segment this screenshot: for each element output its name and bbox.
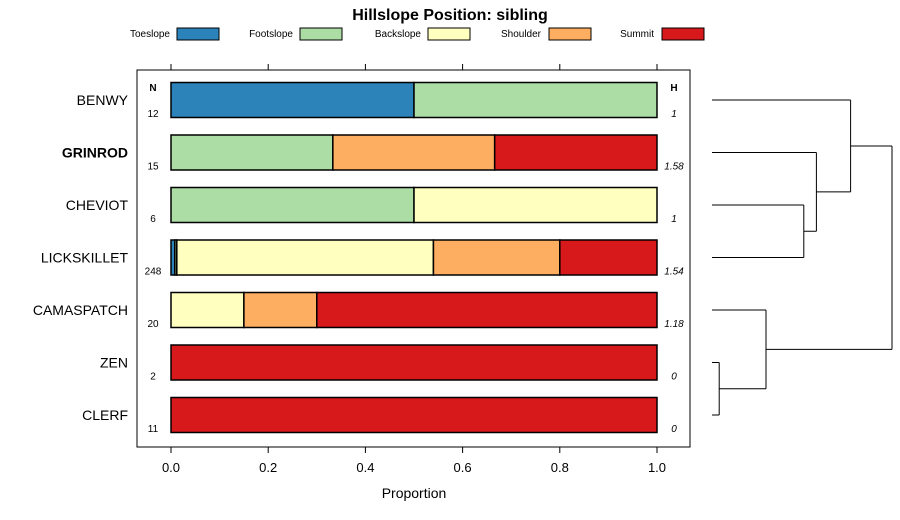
bars-group: BENWY 12 1 GRINROD 15 1.58 CHEVIOT 6 1 LICKSKILLE…: [33, 81, 684, 435]
h-value-benwy: 1: [671, 109, 677, 120]
bar-clerf-summit: [170, 396, 658, 434]
legend-swatch-summit: [661, 27, 705, 41]
bar-cheviot-backslope: [413, 186, 658, 224]
x-axis: 0.0 0.2 0.4 0.6 0.8 1.0: [162, 64, 666, 475]
category-label-grinrod: GRINROD: [62, 145, 128, 161]
x-tick-label-1: 0.2: [259, 460, 277, 475]
x-tick-label-3: 0.6: [454, 460, 472, 475]
category-label-zen: ZEN: [100, 355, 128, 371]
category-label-camaspatch: CAMASPATCH: [33, 302, 128, 318]
h-value-cheviot: 1: [671, 214, 677, 225]
bar-cheviot-footslope: [170, 186, 415, 224]
h-value-lickskillet: 1.54: [664, 267, 684, 278]
bar-zen-summit: [170, 344, 658, 381]
h-value-zen: 0: [671, 372, 677, 383]
n-value-benwy: 12: [147, 109, 159, 120]
category-label-benwy: BENWY: [77, 92, 129, 108]
n-value-camaspatch: 20: [147, 319, 159, 330]
legend-label-summit: Summit: [620, 29, 654, 40]
x-tick-label-0: 0.0: [162, 460, 180, 475]
plot-panel: [136, 69, 691, 448]
bar-lickskillet-backslope: [176, 239, 435, 276]
bar-grinrod-summit: [493, 134, 658, 171]
h-value-camaspatch: 1.18: [664, 319, 684, 330]
chart-title: Hillslope Position: sibling: [352, 7, 548, 24]
legend-swatch-backslope: [427, 27, 471, 41]
legend-label-backslope: Backslope: [375, 29, 422, 40]
legend-swatch-footslope: [299, 27, 343, 41]
n-value-lickskillet: 248: [145, 267, 162, 278]
legend-swatch-toeslope: [176, 27, 220, 41]
category-label-clerf: CLERF: [82, 407, 128, 423]
dendrogram: [712, 99, 893, 416]
bar-benwy-toeslope: [170, 81, 415, 119]
n-column-header: N: [149, 83, 156, 94]
n-value-cheviot: 6: [150, 214, 156, 225]
x-tick-label-4: 0.8: [551, 460, 569, 475]
legend-swatch-shoulder: [548, 27, 592, 41]
bar-lickskillet-summit: [559, 239, 658, 276]
bar-benwy-footslope: [413, 81, 658, 119]
category-label-cheviot: CHEVIOT: [66, 197, 129, 213]
x-tick-label-5: 1.0: [648, 460, 666, 475]
bar-camaspatch-summit: [316, 291, 658, 329]
bar-camaspatch-shoulder: [243, 291, 318, 329]
x-tick-label-2: 0.4: [356, 460, 374, 475]
h-value-grinrod: 1.58: [664, 162, 684, 173]
legend-label-toeslope: Toeslope: [130, 29, 170, 40]
h-column-header: H: [670, 83, 677, 94]
n-value-grinrod: 15: [147, 162, 159, 173]
bar-camaspatch-backslope: [170, 291, 245, 329]
legend-label-footslope: Footslope: [249, 29, 293, 40]
n-value-zen: 2: [150, 372, 156, 383]
bar-grinrod-footslope: [170, 134, 334, 171]
category-label-lickskillet: LICKSKILLET: [41, 250, 129, 266]
legend: Toeslope Footslope Backslope Shoulder Summit: [130, 27, 705, 41]
bar-lickskillet-shoulder: [432, 239, 561, 276]
bar-grinrod-shoulder: [332, 134, 496, 171]
n-value-clerf: 11: [148, 424, 159, 435]
x-axis-label: Proportion: [382, 485, 447, 501]
h-value-clerf: 0: [671, 424, 677, 435]
legend-label-shoulder: Shoulder: [501, 29, 542, 40]
